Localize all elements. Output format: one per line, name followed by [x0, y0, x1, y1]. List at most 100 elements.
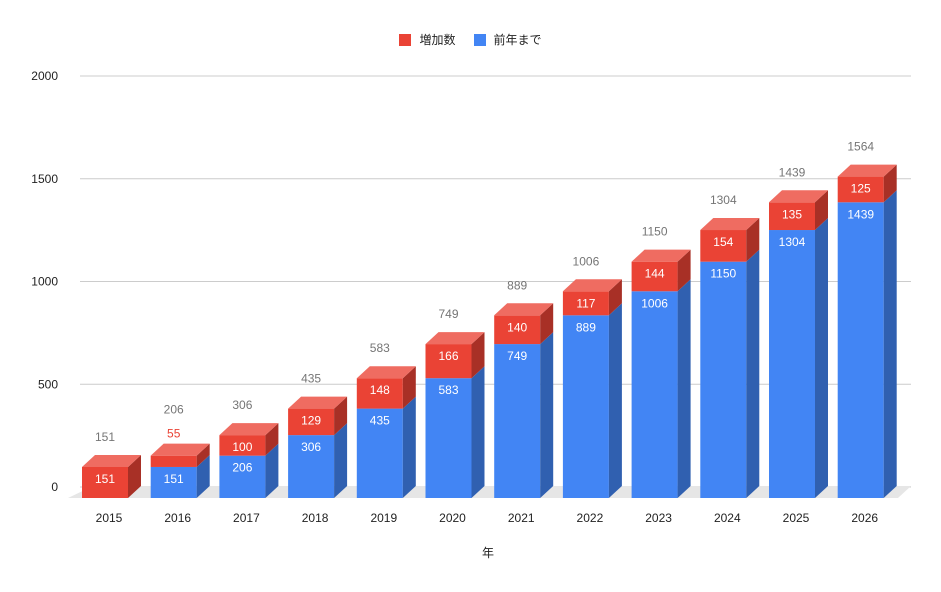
total-label: 1150 — [642, 225, 668, 239]
bar-segment-increase-side — [815, 190, 828, 231]
bar-segment-increase — [700, 230, 747, 262]
bar-segment-previous — [150, 466, 197, 498]
bar-top — [494, 303, 554, 316]
legend-label-increase: 増加数 — [419, 33, 456, 47]
bar-segment-increase-side — [540, 303, 554, 345]
bar-segment-previous — [288, 435, 335, 498]
bar-2025: 1304 135 1439 — [769, 165, 828, 498]
x-tick-label: 2021 — [508, 511, 535, 525]
bar-top — [631, 249, 691, 262]
bar-segment-increase — [82, 466, 128, 498]
bar-segment-previous — [494, 344, 541, 498]
bar-2019: 435 148 583 — [356, 341, 416, 498]
bar-top — [562, 279, 622, 292]
bar-segment-previous-side — [883, 190, 897, 498]
bar-2026: 1439 125 1564 — [837, 140, 897, 498]
y-tick-label: 2000 — [31, 69, 58, 83]
bar-2018: 306 129 435 — [288, 372, 348, 498]
data-label-previous: 1304 — [779, 235, 806, 249]
bar-segment-previous — [219, 455, 266, 498]
bar-segment-increase — [425, 344, 472, 379]
bar-2016: 151 55 206 — [150, 403, 210, 498]
bar-segment-previous — [631, 291, 678, 498]
data-label-increase: 166 — [438, 349, 458, 363]
bar-top — [356, 366, 416, 379]
data-label-previous: 583 — [438, 383, 458, 397]
bar-segment-previous-side — [815, 218, 828, 498]
y-axis: 0 500 1000 1500 2000 — [31, 69, 58, 494]
data-label-previous: 889 — [576, 320, 596, 334]
chart-floor — [68, 486, 911, 498]
bar-segment-increase — [837, 176, 884, 203]
bar-segment-increase — [150, 455, 197, 467]
total-label: 1564 — [847, 140, 874, 154]
data-label-previous: 1439 — [847, 207, 874, 221]
bar-segment-previous-side — [402, 396, 416, 498]
total-label: 583 — [370, 341, 390, 355]
total-label: 889 — [507, 278, 527, 292]
bar-2020: 583 166 749 — [425, 307, 485, 498]
bar-segment-increase — [356, 378, 403, 409]
total-label: 1439 — [779, 165, 806, 179]
data-label-increase: 151 — [95, 472, 115, 486]
x-tick-label: 2018 — [302, 511, 329, 525]
bar-2021: 749 140 889 — [494, 278, 554, 498]
bar-segment-previous — [700, 261, 747, 498]
x-tick-label: 2022 — [577, 511, 604, 525]
bar-2015: 151 151 — [82, 430, 141, 498]
y-tick-label: 0 — [51, 480, 58, 494]
bar-top — [150, 443, 210, 456]
bar-segment-increase — [288, 408, 335, 436]
bar-segment-previous-side — [540, 332, 554, 498]
legend-swatch-previous — [473, 33, 486, 46]
y-tick-label: 1000 — [31, 275, 58, 289]
bar-segment-increase-side — [196, 443, 210, 467]
bar-segment-previous — [837, 202, 884, 498]
total-label: 306 — [232, 398, 252, 412]
bar-segment-previous-side — [265, 443, 279, 498]
data-label-increase: 117 — [576, 296, 595, 310]
data-label-previous: 1150 — [710, 267, 736, 281]
data-label-increase: 140 — [507, 320, 527, 334]
data-label-previous: 749 — [507, 349, 527, 363]
bar-segment-increase-side — [608, 279, 622, 316]
bar-segment-previous — [769, 230, 815, 498]
data-label-previous: 151 — [164, 472, 184, 486]
x-tick-label: 2025 — [783, 511, 810, 525]
bar-top — [82, 454, 141, 467]
bar-2017: 206 100 306 — [219, 398, 279, 498]
total-label: 1006 — [573, 254, 600, 268]
legend-item-previous[interactable]: 前年まで — [473, 31, 542, 48]
bar-segment-previous — [562, 315, 609, 498]
data-label-previous: 1006 — [641, 296, 668, 310]
total-label: 435 — [301, 372, 321, 386]
legend-item-increase[interactable]: 増加数 — [399, 31, 456, 48]
bar-segment-increase-side — [883, 164, 897, 203]
bar-segment-previous-side — [334, 423, 348, 498]
x-axis: 2015 2016 2017 2018 2019 2020 2021 2022 2023 2024… — [96, 511, 879, 525]
bar-top — [837, 164, 897, 177]
bar-segment-previous-side — [471, 366, 485, 498]
bars: 151 151 151 55 206 206 100 306 306 129 435 435 148 58… — [82, 140, 897, 498]
data-label-increase: 129 — [301, 414, 321, 428]
bar-top — [769, 190, 828, 203]
bar-segment-increase — [631, 261, 678, 292]
y-tick-label: 500 — [38, 377, 58, 391]
total-label: 206 — [164, 403, 184, 417]
bar-segment-increase — [562, 291, 609, 316]
bar-top — [219, 423, 279, 436]
bar-segment-increase — [769, 202, 815, 231]
x-tick-label: 2016 — [164, 511, 191, 525]
bar-2023: 1006 144 1150 — [631, 225, 691, 498]
x-tick-label: 2024 — [714, 511, 741, 525]
bar-segment-increase — [219, 435, 266, 456]
data-label-increase: 55 — [167, 427, 181, 441]
bar-segment-previous-side — [746, 249, 760, 498]
data-label-previous: 435 — [370, 414, 390, 428]
x-axis-title: 年 — [482, 546, 494, 560]
data-label-previous: 306 — [301, 440, 321, 454]
x-tick-label: 2015 — [96, 511, 123, 525]
bar-2024: 1150 154 1304 — [700, 193, 760, 498]
bar-segment-previous-side — [677, 279, 691, 498]
